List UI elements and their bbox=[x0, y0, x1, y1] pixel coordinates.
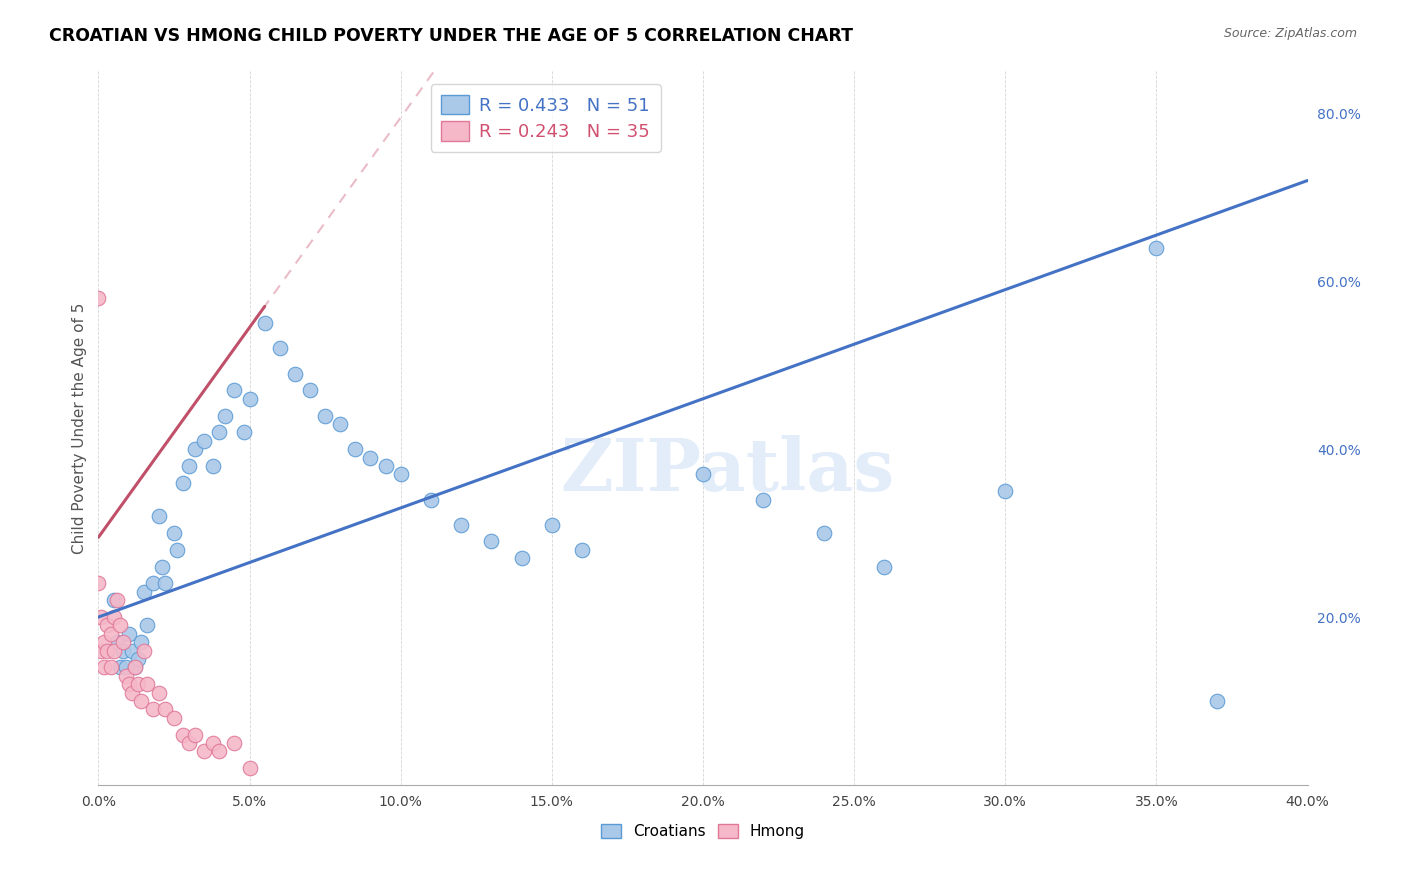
Point bbox=[299, 384, 322, 398]
Point bbox=[103, 610, 125, 624]
Point bbox=[135, 677, 157, 691]
Point bbox=[148, 685, 170, 699]
Point bbox=[253, 316, 276, 330]
Point bbox=[329, 417, 352, 431]
Point bbox=[193, 434, 215, 448]
Point bbox=[540, 517, 562, 532]
Point bbox=[93, 635, 115, 649]
Point bbox=[214, 409, 236, 423]
Point bbox=[132, 643, 155, 657]
Point bbox=[87, 291, 110, 305]
Point bbox=[269, 342, 291, 356]
Point bbox=[163, 711, 186, 725]
Point bbox=[105, 593, 128, 607]
Point bbox=[374, 458, 396, 473]
Point bbox=[202, 458, 225, 473]
Point bbox=[481, 534, 503, 549]
Point bbox=[510, 551, 533, 566]
Point bbox=[96, 618, 118, 632]
Point bbox=[103, 643, 125, 657]
Point bbox=[1144, 241, 1167, 255]
Point bbox=[150, 559, 173, 574]
Point bbox=[184, 442, 207, 457]
Point bbox=[100, 660, 122, 674]
Point bbox=[208, 425, 231, 440]
Point bbox=[873, 559, 896, 574]
Point bbox=[90, 643, 112, 657]
Text: CROATIAN VS HMONG CHILD POVERTY UNDER THE AGE OF 5 CORRELATION CHART: CROATIAN VS HMONG CHILD POVERTY UNDER TH… bbox=[49, 27, 853, 45]
Point bbox=[129, 694, 152, 708]
Point bbox=[135, 618, 157, 632]
Point bbox=[344, 442, 367, 457]
Point bbox=[153, 702, 176, 716]
Point bbox=[994, 484, 1017, 499]
Point bbox=[142, 702, 165, 716]
Point bbox=[148, 509, 170, 524]
Point bbox=[111, 643, 134, 657]
Point bbox=[114, 660, 136, 674]
Point bbox=[172, 728, 194, 742]
Point bbox=[111, 635, 134, 649]
Point bbox=[114, 669, 136, 683]
Point bbox=[108, 618, 131, 632]
Point bbox=[132, 585, 155, 599]
Point bbox=[224, 384, 246, 398]
Point bbox=[202, 736, 225, 750]
Point bbox=[118, 677, 141, 691]
Point bbox=[239, 761, 262, 775]
Point bbox=[172, 475, 194, 490]
Point bbox=[232, 425, 254, 440]
Point bbox=[129, 635, 152, 649]
Point bbox=[239, 392, 262, 406]
Point bbox=[127, 677, 149, 691]
Point bbox=[813, 526, 835, 541]
Point bbox=[389, 467, 412, 482]
Point bbox=[105, 635, 128, 649]
Point bbox=[108, 660, 131, 674]
Point bbox=[121, 643, 143, 657]
Point bbox=[103, 593, 125, 607]
Point bbox=[163, 526, 186, 541]
Point bbox=[184, 728, 207, 742]
Point bbox=[142, 576, 165, 591]
Point bbox=[87, 576, 110, 591]
Point bbox=[752, 492, 775, 507]
Y-axis label: Child Poverty Under the Age of 5: Child Poverty Under the Age of 5 bbox=[72, 302, 87, 554]
Point bbox=[284, 367, 307, 381]
Point bbox=[124, 660, 146, 674]
Point bbox=[124, 660, 146, 674]
Point bbox=[208, 744, 231, 758]
Legend: Croatians, Hmong: Croatians, Hmong bbox=[595, 818, 811, 845]
Point bbox=[314, 409, 336, 423]
Point bbox=[118, 627, 141, 641]
Point bbox=[96, 643, 118, 657]
Point bbox=[121, 685, 143, 699]
Point bbox=[692, 467, 714, 482]
Point bbox=[224, 736, 246, 750]
Text: Source: ZipAtlas.com: Source: ZipAtlas.com bbox=[1223, 27, 1357, 40]
Point bbox=[166, 542, 188, 557]
Point bbox=[153, 576, 176, 591]
Point bbox=[90, 610, 112, 624]
Point bbox=[179, 458, 201, 473]
Point bbox=[127, 652, 149, 666]
Point bbox=[420, 492, 443, 507]
Point bbox=[100, 627, 122, 641]
Point bbox=[360, 450, 382, 465]
Point bbox=[1206, 694, 1229, 708]
Point bbox=[450, 517, 472, 532]
Point bbox=[571, 542, 593, 557]
Point bbox=[93, 660, 115, 674]
Point bbox=[179, 736, 201, 750]
Point bbox=[193, 744, 215, 758]
Text: ZIPatlas: ZIPatlas bbox=[560, 435, 894, 507]
